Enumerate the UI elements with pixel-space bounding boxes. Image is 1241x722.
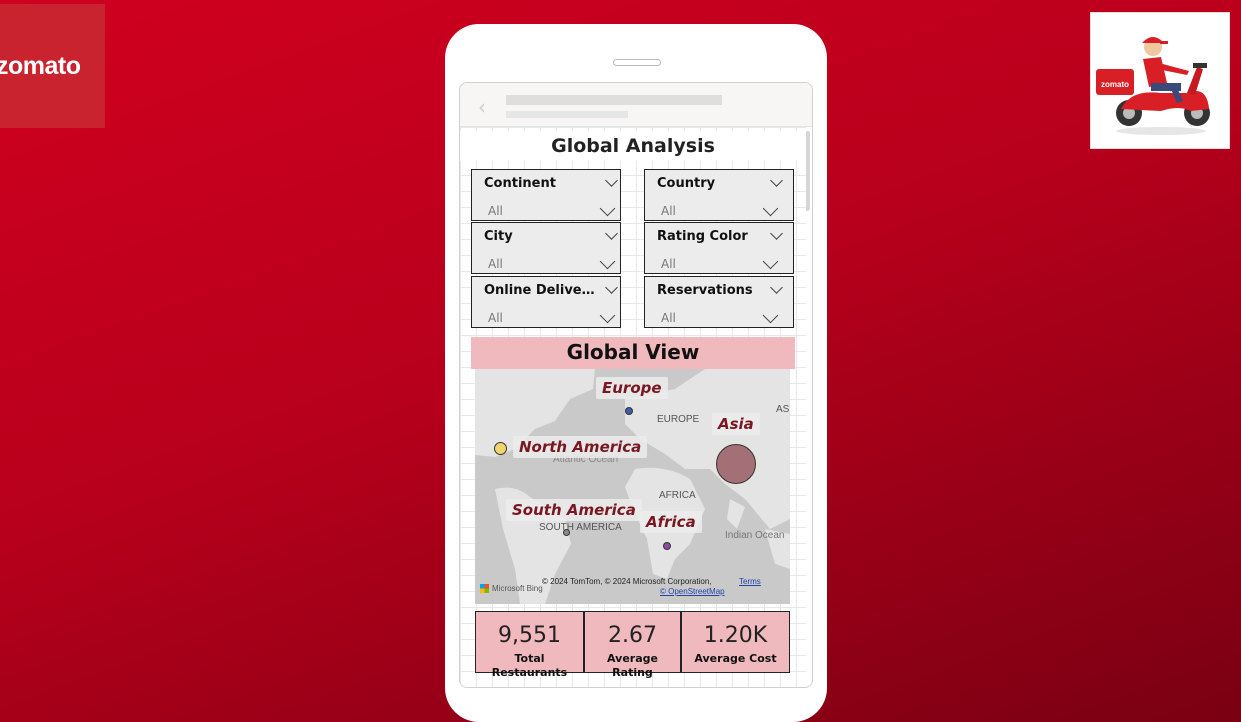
bubble-asia[interactable] [716, 444, 756, 484]
header-placeholder-bar [506, 95, 722, 105]
kpi-value: 2.67 [608, 623, 657, 648]
world-map[interactable]: EUROPE AS Atlantic Ocean AFRICA SOUTH AM… [475, 369, 790, 604]
slicer-value: All [488, 311, 503, 325]
bubble-south-america[interactable] [563, 529, 570, 536]
vertical-scrollbar[interactable] [805, 131, 810, 211]
map-land-shapes [475, 369, 790, 604]
region-label-europe: Europe [596, 377, 668, 399]
region-label-asia: Asia [712, 413, 760, 435]
slicer-label: Continent [484, 176, 556, 191]
slicer-value: All [488, 257, 503, 271]
kpi-total-restaurants: 9,551 Total Restaurants [475, 611, 584, 679]
chevron-down-icon[interactable] [599, 200, 616, 217]
terms-link[interactable]: Terms [739, 577, 761, 586]
reservations-slicer[interactable]: Reservations All [644, 276, 794, 328]
country-slicer[interactable]: Country All [644, 169, 794, 221]
map-copyright: © 2024 TomTom, © 2024 Microsoft Corporat… [542, 577, 712, 586]
map-label: Indian Ocean [725, 530, 785, 541]
chevron-down-icon[interactable] [605, 227, 618, 240]
bing-text: Microsoft Bing [492, 584, 543, 593]
kpi-average-rating: 2.67 Average Rating [584, 611, 681, 679]
bubble-north-america[interactable] [494, 442, 507, 455]
kpi-value: 9,551 [498, 623, 561, 648]
slicer-label: Reservations [657, 283, 753, 298]
kpi-label: Average Cost [694, 652, 777, 665]
chevron-down-icon[interactable] [605, 281, 618, 294]
map-label: AFRICA [659, 490, 696, 501]
microsoft-logo-icon [480, 584, 489, 593]
map-label: Atlantic Ocean [553, 454, 619, 465]
back-arrow-icon[interactable]: ‹ [478, 95, 486, 119]
kpi-value: 1.20K [703, 623, 768, 648]
slicer-label: Country [657, 176, 716, 191]
map-label: SOUTH AMERICA [539, 522, 622, 533]
chevron-down-icon[interactable] [599, 307, 616, 324]
zomato-logo: zomato [0, 4, 105, 128]
global-view-title: Global View [471, 337, 795, 369]
phone-speaker [613, 59, 661, 66]
chevron-down-icon[interactable] [762, 307, 779, 324]
chevron-down-icon[interactable] [770, 174, 783, 187]
rider-box-text: zomato [1101, 80, 1129, 89]
map-label: EUROPE [657, 414, 700, 425]
bing-attribution: Microsoft Bing [480, 584, 543, 593]
report-canvas: Global Analysis Continent All Country Al… [460, 127, 806, 687]
logo-text: zomato [0, 51, 81, 80]
chevron-down-icon[interactable] [762, 200, 779, 217]
kpi-label: Average Rating [607, 652, 658, 679]
continent-slicer[interactable]: Continent All [471, 169, 621, 221]
chevron-down-icon[interactable] [605, 174, 618, 187]
online-delivery-slicer[interactable]: Online Delive… All [471, 276, 621, 328]
slicer-value: All [661, 257, 676, 271]
chevron-down-icon[interactable] [770, 281, 783, 294]
slicer-label: City [484, 229, 513, 244]
kpi-label: Total Restaurants [491, 652, 568, 679]
openstreetmap-link[interactable]: © OpenStreetMap [660, 587, 725, 596]
slicer-value: All [488, 204, 503, 218]
delivery-rider-image: zomato [1090, 12, 1230, 149]
map-label: AS [776, 404, 790, 415]
bubble-europe[interactable] [625, 407, 633, 415]
chevron-down-icon[interactable] [599, 253, 616, 270]
region-label-africa: Africa [640, 511, 702, 533]
slicer-value: All [661, 311, 676, 325]
chevron-down-icon[interactable] [762, 253, 779, 270]
region-label-south-america: South America [506, 499, 642, 521]
bubble-africa[interactable] [663, 542, 671, 550]
city-slicer[interactable]: City All [471, 222, 621, 274]
slicer-label: Rating Color [657, 229, 748, 244]
kpi-average-cost: 1.20K Average Cost [681, 611, 790, 673]
page-title: Global Analysis [460, 131, 806, 161]
chevron-down-icon[interactable] [770, 227, 783, 240]
rating-color-slicer[interactable]: Rating Color All [644, 222, 794, 274]
report-header-bar: ‹ [460, 83, 812, 127]
report-screen: ‹ Global Analysis Continent All Country … [459, 82, 813, 688]
region-label-north-america: North America [513, 436, 648, 458]
header-placeholder-bar-small [506, 111, 628, 118]
phone-frame: ‹ Global Analysis Continent All Country … [445, 24, 827, 722]
slicer-value: All [661, 204, 676, 218]
slicer-label: Online Delive… [484, 283, 595, 298]
